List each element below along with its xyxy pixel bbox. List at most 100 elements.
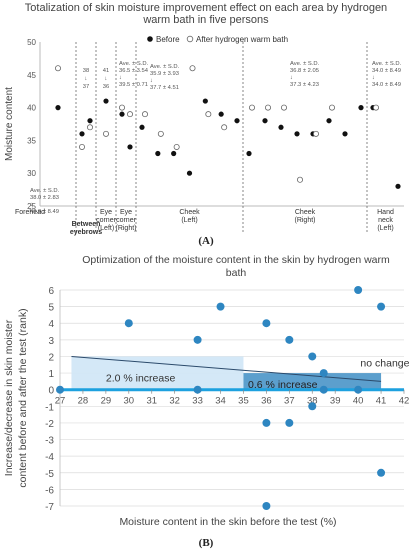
group-annotation: ↓ — [372, 75, 375, 81]
y-tick-label: 3 — [48, 336, 54, 347]
before-point — [395, 183, 401, 189]
data-point — [285, 418, 294, 427]
group-annotation: 38.0 ± 2.83 — [30, 195, 59, 201]
before-point — [139, 124, 145, 130]
group-label: (Right) — [294, 217, 315, 224]
before-point — [87, 118, 93, 124]
before-point — [294, 131, 300, 137]
before-point — [119, 111, 125, 117]
before-point — [79, 131, 85, 137]
after-point — [141, 111, 148, 118]
group-annotation: 36 — [103, 84, 109, 90]
y-axis-label: Moisture content — [4, 87, 15, 161]
no-change-annotation: no change — [360, 357, 409, 369]
y-tick-label: -6 — [45, 485, 54, 496]
x-tick-label: 39 — [330, 396, 341, 407]
panel-label: (B) — [199, 537, 214, 549]
data-point — [377, 302, 386, 311]
increase-region — [71, 356, 244, 390]
x-tick-label: 31 — [146, 396, 157, 407]
group-annotation: 39.5 ± 0.71 — [119, 82, 148, 88]
group-label: Eye — [100, 209, 112, 216]
x-tick-label: 42 — [399, 396, 410, 407]
chart-title: warm bath in five persons — [142, 14, 269, 26]
data-point — [319, 385, 328, 394]
before-point — [127, 144, 133, 150]
data-point — [319, 369, 328, 378]
before-point — [218, 111, 224, 117]
region-label: 0.6 % increase — [248, 379, 318, 391]
after-point — [372, 104, 379, 111]
after-point — [264, 104, 271, 111]
y-axis-label: Increase/decrease in skin moister — [3, 319, 15, 476]
group-label: corner — [116, 217, 137, 224]
y-tick-label: 2 — [48, 352, 54, 363]
group-annotation: 37.7 ± 4.51 — [150, 85, 179, 91]
x-axis-label: Moisture content in the skin before the … — [119, 516, 336, 528]
before-point — [186, 170, 193, 176]
y-tick-label: -1 — [45, 402, 54, 413]
before-point — [103, 98, 109, 104]
data-point — [193, 385, 202, 394]
y-axis-label: content before and after the test (rank) — [17, 308, 29, 487]
panel-a: Totalization of skin moisture improvemen… — [0, 0, 413, 248]
y-tick-label: 6 — [48, 286, 54, 297]
group-label: Cheek — [179, 209, 200, 216]
y-tick-label: 4 — [48, 319, 54, 330]
after-point — [296, 176, 303, 183]
y-tick-label: 45 — [27, 71, 36, 80]
trendline — [71, 355, 382, 382]
x-tick-label: 35 — [238, 396, 249, 407]
group-annotation: Ave. ± S.D. — [150, 64, 180, 70]
after-point — [157, 130, 164, 137]
region-label: 2.0 % increase — [106, 372, 176, 384]
y-tick-label: -2 — [45, 419, 54, 430]
x-tick-label: 27 — [55, 396, 66, 407]
x-tick-label: 37 — [284, 396, 295, 407]
y-tick-label: -4 — [45, 452, 54, 463]
x-tick-label: 41 — [376, 396, 387, 407]
data-point — [262, 418, 271, 427]
group-annotation: 36.8 ± 2.05 — [290, 68, 319, 74]
panel-b: Optimization of the moisture content in … — [0, 252, 413, 550]
before-point — [358, 105, 364, 111]
y-tick-label: -3 — [45, 436, 54, 447]
after-point — [119, 104, 126, 111]
group-annotation: 38 — [83, 68, 89, 74]
y-tick-label: 25 — [27, 202, 36, 211]
legend-before-label: Before — [156, 35, 180, 44]
y-tick-label: 0 — [48, 386, 54, 397]
group-annotation: 34.0 ± 8.49 — [372, 68, 401, 74]
after-point — [127, 111, 134, 118]
group-label: corner — [96, 217, 117, 224]
group-annotation: 37 — [83, 84, 89, 90]
before-point — [234, 118, 240, 124]
group-label: Between — [72, 221, 101, 228]
data-point — [216, 302, 225, 311]
group-annotation: 37.3 ± 4.23 — [290, 82, 319, 88]
after-point — [103, 130, 110, 137]
legend-after-label: After hydrogen warm bath — [196, 35, 288, 44]
group-label: (Left) — [181, 217, 197, 224]
legend-after-marker — [186, 35, 194, 43]
group-annotation: ↓ — [105, 76, 108, 82]
group-label: (Right) — [115, 225, 136, 232]
group-label: Forehead — [15, 209, 45, 216]
group-label: neck — [378, 217, 393, 224]
group-label: Eye — [120, 209, 132, 216]
group-annotation: 35.9 ± 3.93 — [150, 71, 179, 77]
group-label: (Left) — [377, 225, 393, 232]
data-point — [193, 335, 202, 344]
increase-region — [243, 373, 382, 390]
y-tick-label: 5 — [48, 303, 54, 314]
data-point — [56, 385, 64, 394]
x-tick-label: 33 — [192, 396, 203, 407]
y-tick-label: -5 — [45, 469, 54, 480]
group-annotation: Ave. ± S.D. — [290, 61, 320, 67]
legend-before-marker — [147, 36, 153, 42]
group-annotation: ↓ — [30, 202, 33, 208]
x-tick-label: 36 — [261, 396, 272, 407]
chart-title: bath — [226, 267, 247, 279]
before-point — [171, 150, 177, 157]
after-point — [221, 124, 228, 131]
